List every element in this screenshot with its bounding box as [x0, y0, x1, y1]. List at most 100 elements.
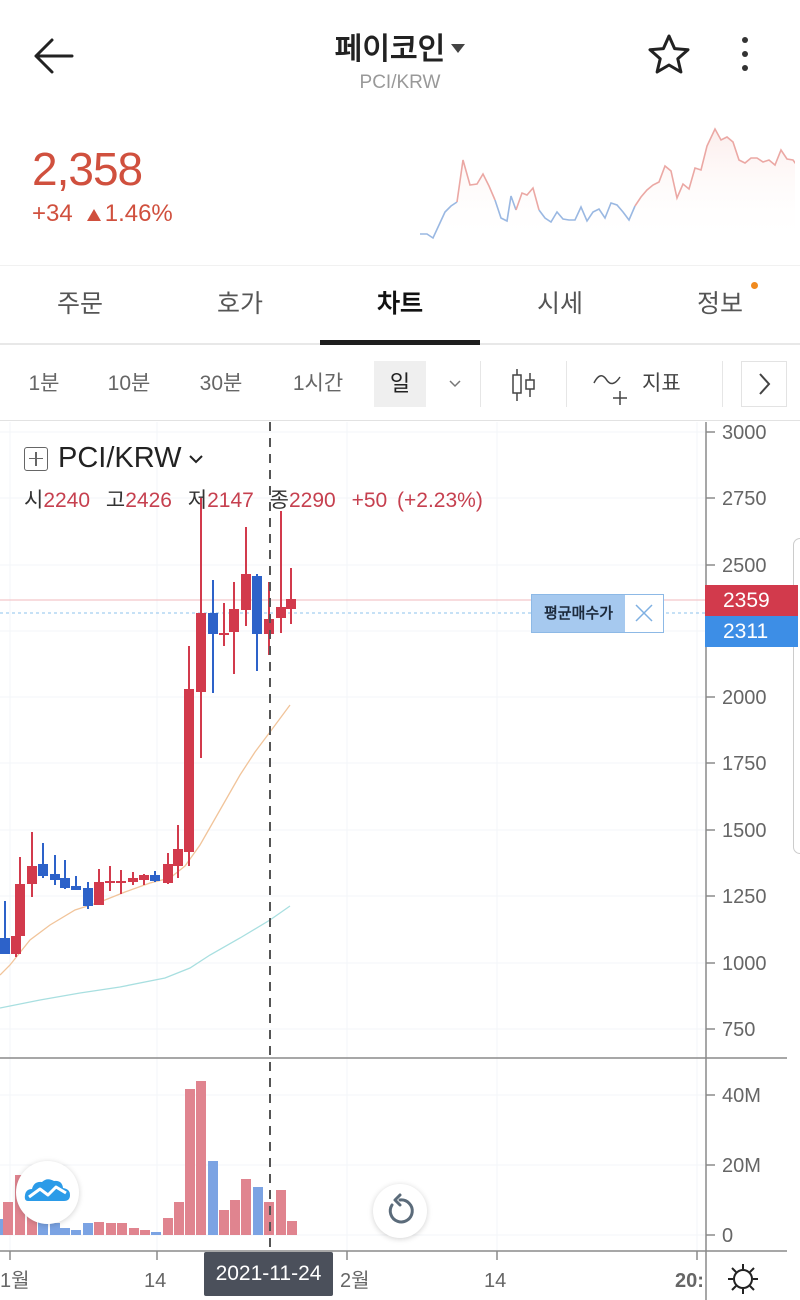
tab-label: 주문	[56, 290, 103, 318]
tab-chart[interactable]: 차트	[320, 266, 480, 345]
chevron-down-icon	[188, 454, 203, 463]
reset-chart-button[interactable]	[373, 1184, 427, 1238]
high-label: 고	[105, 489, 126, 512]
triangle-up-icon	[86, 209, 101, 221]
price-tick: 1000	[722, 953, 767, 975]
open-value: 2240	[43, 489, 91, 512]
timeframe-1min[interactable]: 1분	[28, 372, 60, 395]
candlestick-icon	[512, 369, 535, 401]
time-tick: 14	[484, 1270, 506, 1292]
indicator-add-icon	[593, 375, 627, 405]
close-label: 종	[269, 489, 289, 512]
time-tick: 2월	[340, 1269, 370, 1292]
coin-title: 페이코인	[334, 33, 446, 66]
price-tick: 2000	[722, 687, 767, 709]
crosshair-date-label: 2021-11-24	[204, 1252, 333, 1296]
price-tick: 1250	[722, 886, 767, 908]
timeframe-1hour[interactable]: 1시간	[292, 372, 344, 395]
change-amount: +34	[32, 200, 73, 227]
notification-dot	[751, 282, 758, 289]
toolbar-next-button[interactable]	[741, 361, 787, 407]
tab-label: 차트	[376, 290, 423, 318]
timeframe-day[interactable]: 일	[374, 361, 426, 407]
indicator-label: 지표	[642, 372, 681, 395]
avg-buy-price-label: 평균매수가	[532, 595, 626, 632]
add-symbol-icon[interactable]	[24, 446, 48, 471]
low-label: 저	[187, 489, 208, 512]
price-tick: 750	[722, 1019, 755, 1041]
tab-label: 시세	[536, 290, 583, 318]
timeframe-dropdown[interactable]	[438, 361, 472, 407]
close-value: 2290	[289, 489, 336, 512]
refresh-icon	[388, 1193, 414, 1224]
tab-order[interactable]: 주문	[0, 266, 160, 343]
tab-orderbook[interactable]: 호가	[160, 266, 320, 343]
drawer-handle[interactable]	[793, 538, 800, 854]
ohlc-values: 시2240 고2426 저2147 종2290 +50 (+2.23%)	[24, 484, 483, 514]
volume-tick: 40M	[722, 1085, 761, 1107]
chart-settings-button[interactable]	[724, 1262, 762, 1296]
star-outline-icon	[648, 34, 690, 74]
chart-type-button[interactable]	[500, 361, 546, 407]
divider	[722, 361, 723, 407]
coin-pair: PCI/KRW	[359, 72, 441, 93]
time-tick: 20:	[675, 1270, 704, 1292]
open-label: 시	[24, 489, 44, 512]
tab-info[interactable]: 정보	[640, 266, 800, 343]
chevron-right-icon	[759, 373, 771, 395]
current-price-badge: 2359	[705, 585, 798, 616]
chart-symbol-header: PCI/KRW	[24, 442, 204, 475]
more-vertical-icon	[742, 37, 748, 71]
caret-down-icon	[451, 43, 466, 53]
avg-price-badge: 2311	[705, 616, 798, 647]
divider	[566, 361, 567, 407]
cloud-chart-icon	[24, 1179, 70, 1201]
tab-market-price[interactable]: 시세	[480, 266, 640, 343]
main-tabs: 주문 호가 차트 시세 정보	[0, 265, 800, 345]
current-price: 2,358	[32, 143, 143, 195]
top-bar: 페이코인 PCI/KRW	[0, 0, 800, 110]
timeframe-30min[interactable]: 30분	[199, 372, 243, 395]
title-block: 페이코인 PCI/KRW	[0, 24, 800, 94]
low-value: 2147	[207, 489, 254, 512]
volume-tick: 0	[722, 1225, 733, 1247]
timeframe-10min[interactable]: 10분	[107, 372, 151, 395]
time-tick: 1월	[0, 1269, 30, 1292]
price-tick: 3000	[722, 422, 767, 444]
time-tick: 14	[144, 1270, 166, 1292]
symbol-label: PCI/KRW	[58, 442, 182, 474]
tab-label: 정보	[696, 290, 743, 318]
price-tick: 2750	[722, 488, 767, 510]
candles	[0, 498, 296, 957]
price-tick: 1500	[722, 820, 767, 842]
ohlc-change: +50	[351, 489, 388, 512]
close-avg-tag-button[interactable]	[625, 595, 664, 632]
close-icon	[635, 604, 653, 622]
change-percent: 1.46%	[104, 200, 173, 227]
change-percent-wrap: 1.46%	[86, 200, 173, 228]
volume-tick: 20M	[722, 1155, 761, 1177]
coin-selector[interactable]: 페이코인	[334, 24, 466, 68]
favorite-button[interactable]	[646, 32, 692, 78]
chevron-down-icon	[449, 380, 461, 388]
more-menu-button[interactable]	[730, 30, 760, 80]
ohlc-change-pct: (+2.23%)	[397, 489, 483, 512]
back-button[interactable]	[28, 34, 78, 78]
sparkline-chart	[420, 127, 795, 242]
high-value: 2426	[125, 489, 172, 512]
price-change: +34 1.46%	[32, 200, 173, 228]
avg-buy-price-tag[interactable]: 평균매수가	[531, 594, 665, 633]
tab-label: 호가	[216, 290, 263, 318]
indicator-button[interactable]: 지표	[590, 361, 700, 407]
divider	[480, 361, 481, 407]
price-tick: 2500	[722, 555, 767, 577]
cloud-chart-button[interactable]	[16, 1161, 79, 1224]
arrow-left-icon	[34, 38, 74, 74]
symbol-selector[interactable]: PCI/KRW	[58, 442, 204, 475]
quote-block: 2,358 +34 1.46%	[32, 142, 173, 228]
ma-long-line	[0, 905, 291, 1009]
price-tick: 1750	[722, 753, 767, 775]
chart-toolbar: 1분 10분 30분 1시간 일 지표	[0, 347, 800, 421]
settings-gear-icon	[728, 1264, 758, 1294]
